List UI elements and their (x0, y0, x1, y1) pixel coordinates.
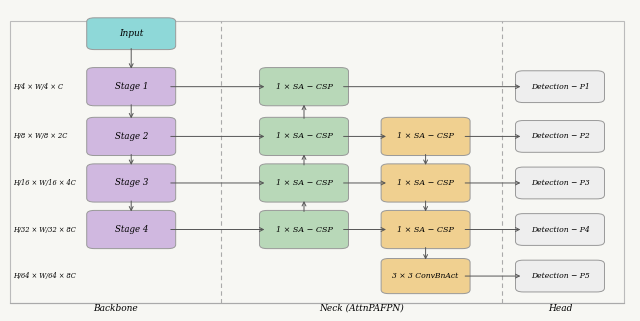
Text: Backbone: Backbone (93, 304, 138, 313)
FancyBboxPatch shape (86, 211, 175, 248)
FancyBboxPatch shape (86, 117, 175, 156)
Text: H/4 × W/4 × C: H/4 × W/4 × C (13, 83, 63, 91)
Text: 1 × SA − CSP: 1 × SA − CSP (397, 179, 454, 187)
Text: 1 × SA − CSP: 1 × SA − CSP (276, 83, 332, 91)
Text: Detection − P2: Detection − P2 (531, 133, 589, 140)
FancyBboxPatch shape (516, 71, 605, 103)
Text: Stage 2: Stage 2 (115, 132, 148, 141)
FancyBboxPatch shape (381, 258, 470, 294)
Text: Detection − P5: Detection − P5 (531, 272, 589, 280)
Text: H/16 × W/16 × 4C: H/16 × W/16 × 4C (13, 179, 76, 187)
Text: 1 × SA − CSP: 1 × SA − CSP (397, 226, 454, 233)
FancyBboxPatch shape (260, 117, 349, 156)
FancyBboxPatch shape (86, 68, 175, 106)
FancyBboxPatch shape (86, 164, 175, 202)
Text: Head: Head (548, 304, 572, 313)
FancyBboxPatch shape (516, 260, 605, 292)
FancyBboxPatch shape (260, 164, 349, 202)
Text: Stage 3: Stage 3 (115, 178, 148, 187)
Text: 1 × SA − CSP: 1 × SA − CSP (276, 133, 332, 140)
Text: H/32 × W/32 × 8C: H/32 × W/32 × 8C (13, 226, 76, 233)
Text: 1 × SA − CSP: 1 × SA − CSP (276, 179, 332, 187)
Text: H/8 × W/8 × 2C: H/8 × W/8 × 2C (13, 133, 67, 140)
Text: Neck (AttnPAFPN): Neck (AttnPAFPN) (319, 304, 404, 313)
Text: H/64 × W/64 × 8C: H/64 × W/64 × 8C (13, 272, 76, 280)
Text: Stage 1: Stage 1 (115, 82, 148, 91)
Text: Input: Input (119, 29, 143, 38)
FancyBboxPatch shape (516, 214, 605, 246)
FancyBboxPatch shape (86, 18, 175, 49)
FancyBboxPatch shape (381, 117, 470, 156)
Text: Detection − P1: Detection − P1 (531, 83, 589, 91)
Text: Detection − P4: Detection − P4 (531, 226, 589, 233)
Text: 1 × SA − CSP: 1 × SA − CSP (276, 226, 332, 233)
FancyBboxPatch shape (516, 121, 605, 152)
FancyBboxPatch shape (260, 68, 349, 106)
Text: Detection − P3: Detection − P3 (531, 179, 589, 187)
FancyBboxPatch shape (516, 167, 605, 199)
Text: 3 × 3 ConvBnAct: 3 × 3 ConvBnAct (392, 272, 459, 280)
Text: 1 × SA − CSP: 1 × SA − CSP (397, 133, 454, 140)
FancyBboxPatch shape (381, 164, 470, 202)
FancyBboxPatch shape (260, 211, 349, 248)
Text: Stage 4: Stage 4 (115, 225, 148, 234)
FancyBboxPatch shape (381, 211, 470, 248)
